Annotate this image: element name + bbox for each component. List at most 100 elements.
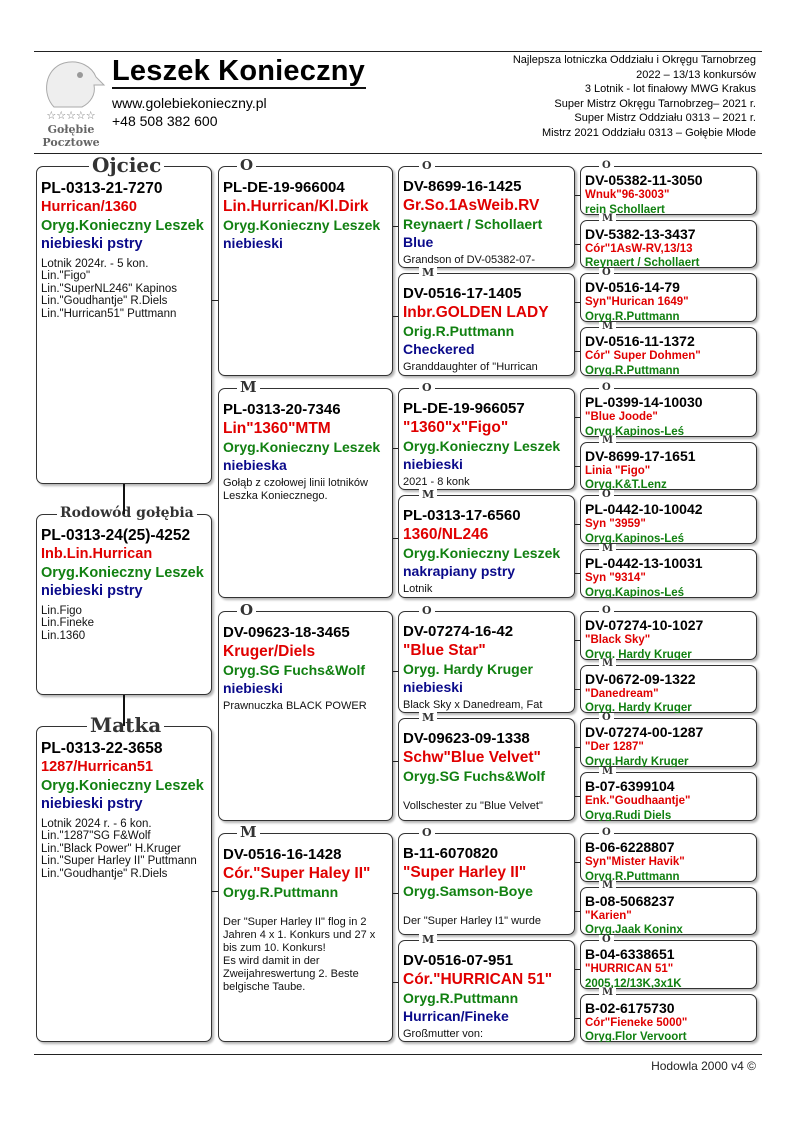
breeder-owner: Oryg.R.Puttmann <box>585 870 680 882</box>
pigeon-card[interactable]: M DV-0672-09-1322 "Danedream" Oryg. Hardy K… <box>580 659 757 714</box>
pigeon-card[interactable]: M B-02-6175730 Cór"Fieneke 5000" Oryg.Flor … <box>580 988 757 1043</box>
pigeon-card[interactable]: M DV-0516-07-951 Cór."HURRICAN 51" Oryg.R.P… <box>398 934 575 1042</box>
achievements-list: Najlepsza lotniczka Oddziału i Okręgu Ta… <box>513 53 756 140</box>
pigeon-card[interactable]: O DV-09623-18-3465 Kruger/Diels Oryg.SG Fuc… <box>218 602 393 821</box>
pigeon-name: 1360/NL246 <box>403 525 489 543</box>
ring-number: PL-0313-20-7346 <box>223 401 341 418</box>
footer-credit: Hodowla 2000 v4 © <box>651 1059 756 1073</box>
connector-line <box>575 1017 580 1019</box>
pigeon-card[interactable]: M DV-0516-16-1428 Cór."Super Haley II" Oryg… <box>218 824 393 1042</box>
breeder-owner: Oryg.R.Puttmann <box>585 364 680 377</box>
connector-line <box>393 448 398 449</box>
pigeon-name: Kruger/Diels <box>223 642 316 660</box>
connector-line <box>575 746 580 748</box>
pigeon-card[interactable]: O DV-07274-16-42 "Blue Star" Oryg. Hardy Kr… <box>398 605 575 713</box>
ring-number: DV-07274-00-1287 <box>585 724 704 740</box>
breeder-owner: Oryg. Hardy Kruger <box>585 648 692 660</box>
pigeon-name: Lin.Hurrican/Kl.Dirk <box>223 197 369 215</box>
breeder-owner: Oryg.Kapinos-Leś <box>585 586 685 599</box>
card-content: PL-0313-17-6560 1360/NL246 Oryg.Konieczny … <box>403 499 574 604</box>
pigeon-card[interactable]: O DV-07274-10-1027 "Black Sky" Oryg. Hardy … <box>580 605 757 660</box>
connector-vertical <box>123 695 125 726</box>
pigeon-card[interactable]: M PL-0442-13-10031 Syn "9314" Oryg.Kapinos-… <box>580 543 757 599</box>
breeder-owner: Oryg.Konieczny Leszek <box>403 545 561 561</box>
note-line: Lin."Goudhantje" R.Diels <box>41 867 168 880</box>
card-label: M <box>599 659 617 670</box>
ring-number: PL-DE-19-966004 <box>223 179 345 196</box>
note-line: Prawnuczka BLACK POWER <box>223 700 367 712</box>
notes: Der "Super Harley II" flog in 2 Jahren 4 … <box>223 904 392 994</box>
pigeon-card[interactable]: O DV-0516-14-79 Syn"Hurican 1649" Oryg.R.Pu… <box>580 267 757 322</box>
pigeon-card[interactable]: O DV-8699-16-1425 Gr.So.1AsWeib.RV Reynaert… <box>398 160 575 268</box>
ring-number: DV-09623-09-1338 <box>403 730 530 747</box>
pigeon-head-icon: ☆☆☆☆☆ Gołębie Pocztowe <box>42 61 106 149</box>
pigeon-card[interactable]: M DV-5382-13-3437 Cór"1AsW-RV,13/13 Reynaer… <box>580 214 757 268</box>
pigeon-card[interactable]: M B-07-6399104 Enk."Goudhaantje" Oryg.Rudi … <box>580 766 757 822</box>
card-content: DV-05382-11-3050 Wnuk"96-3003" rein Scholl… <box>585 169 756 215</box>
pigeon-card[interactable]: M PL-0313-17-6560 1360/NL246 Oryg.Konieczny… <box>398 489 575 598</box>
pigeon-card[interactable]: O PL-DE-19-966057 "1360"x"Figo" Oryg.Koniec… <box>398 382 575 490</box>
breeder-owner: Oryg.Konieczny Leszek <box>223 439 381 455</box>
note-line: Leszka Koniecznego. <box>223 490 328 502</box>
card-label: M <box>599 766 617 777</box>
card-label: M <box>419 267 438 279</box>
card-label: M <box>419 934 438 946</box>
pigeon-name: Hurrican/1360 <box>41 199 137 215</box>
card-label: O <box>419 827 435 839</box>
plumage-color: nakrapiany pstry <box>403 563 516 579</box>
pigeon-card[interactable]: O DV-05382-11-3050 Wnuk"96-3003" rein Schol… <box>580 160 757 215</box>
card-content: PL-0313-21-7270 Hurrican/1360 Oryg.Koniecz… <box>41 170 211 491</box>
pigeon-card[interactable]: M B-08-5068237 "Karien" Oryg.Jaak Koninx <box>580 881 757 935</box>
ring-number: PL-DE-19-966057 <box>403 400 525 417</box>
card-content: PL-0399-14-10030 "Blue Joode" Oryg.Kapinos… <box>585 391 756 437</box>
pigeon-name: Enk."Goudhaantje" <box>585 795 691 807</box>
ring-number: PL-0313-24(25)-4252 <box>41 527 191 544</box>
pigeon-card[interactable]: M DV-0516-11-1372 Cór" Super Dohmen" Oryg.R… <box>580 321 757 377</box>
pigeon-card[interactable]: O PL-0442-10-10042 Syn "3959" Oryg.Kapinos-… <box>580 489 757 544</box>
pigeon-card[interactable]: M DV-0516-17-1405 Inbr.GOLDEN LADY Orig.R.P… <box>398 267 575 376</box>
connector-line <box>575 910 580 912</box>
ring-number: DV-0516-11-1372 <box>585 333 695 349</box>
pigeon-card[interactable]: O PL-DE-19-966004 Lin.Hurrican/Kl.Dirk Oryg… <box>218 157 393 376</box>
pigeon-card[interactable]: M PL-0313-20-7346 Lin"1360"MTM Oryg.Koniecz… <box>218 379 393 598</box>
note-line: Vollschester zu "Blue Velvet" <box>403 800 543 812</box>
plumage-color: niebieski pstry <box>41 236 143 252</box>
ring-number: PL-0313-22-3658 <box>41 740 163 757</box>
pigeon-card[interactable]: O DV-07274-00-1287 "Der 1287" Oryg.Hardy Kr… <box>580 712 757 767</box>
breeder-owner: Oryg.K&T.Lenz <box>585 479 667 490</box>
breeder-owner: Oryg.Rudi Diels <box>585 809 672 822</box>
notes: Gołąb z czołowej linii lotników Leszka Ko… <box>223 477 392 503</box>
pigeon-card[interactable]: O B-11-6070820 "Super Harley II" Oryg.Samso… <box>398 827 575 935</box>
ring-number: DV-8699-17-1651 <box>585 447 696 464</box>
connector-line <box>575 194 580 196</box>
pigeon-card[interactable]: O B-04-6338651 "HURRICAN 51" 2005,12/13K,3x… <box>580 934 757 989</box>
card-content: B-02-6175730 Cór"Fieneke 5000" Oryg.Flor V… <box>585 997 756 1043</box>
connector-line <box>575 523 580 525</box>
pigeon-card[interactable]: Matka PL-0313-22-3658 1287/Hurrican51 Oryg.… <box>36 714 212 1042</box>
connector-line <box>575 861 580 863</box>
pigeon-card[interactable]: O B-06-6228807 Syn"Mister Havik" Oryg.R.Put… <box>580 827 757 882</box>
breeder-owner: Orig.R.Puttmann <box>403 323 515 339</box>
card-content: DV-0672-09-1322 "Danedream" Oryg. Hardy Kr… <box>585 668 756 714</box>
pigeon-card[interactable]: Ojciec PL-0313-21-7270 Hurrican/1360 Oryg.K… <box>36 154 212 484</box>
breeder-owner: 2005,12/13K,3x1K <box>585 977 682 989</box>
website-link[interactable]: www.golebiekonieczny.pl <box>112 95 267 111</box>
connector-line <box>575 968 580 970</box>
card-label: Rodowód gołębia <box>57 506 197 521</box>
connector-vertical <box>123 484 125 514</box>
breeder-owner: Oryg.Konieczny Leszek <box>403 438 561 454</box>
pigeon-card[interactable]: M DV-8699-17-1651 Linia "Figo" Oryg.K&T.Len… <box>580 436 757 490</box>
title-underline <box>112 87 366 89</box>
card-label: O <box>419 160 435 172</box>
note-line <box>223 904 392 916</box>
pigeon-name: Cór"1AsW-RV,13/13 <box>585 242 693 255</box>
breeder-owner: Oryg.Kapinos-Leś <box>585 425 685 437</box>
pigeon-name: Lin"1360"MTM <box>223 419 331 437</box>
pigeon-card[interactable]: O PL-0399-14-10030 "Blue Joode" Oryg.Kapino… <box>580 382 757 437</box>
pigeon-card[interactable]: Rodowód gołębia PL-0313-24(25)-4252 Inb.Li… <box>36 506 212 695</box>
breeder-owner: Oryg. Hardy Kruger <box>585 702 692 713</box>
note-line: Der "Super Harley I1" wurde <box>403 915 542 927</box>
plumage-color: niebieski pstry <box>41 583 143 599</box>
pigeon-card[interactable]: M DV-09623-09-1338 Schw"Blue Velvet" Oryg.S… <box>398 712 575 821</box>
note-line: Großmutter von: <box>403 1028 484 1040</box>
